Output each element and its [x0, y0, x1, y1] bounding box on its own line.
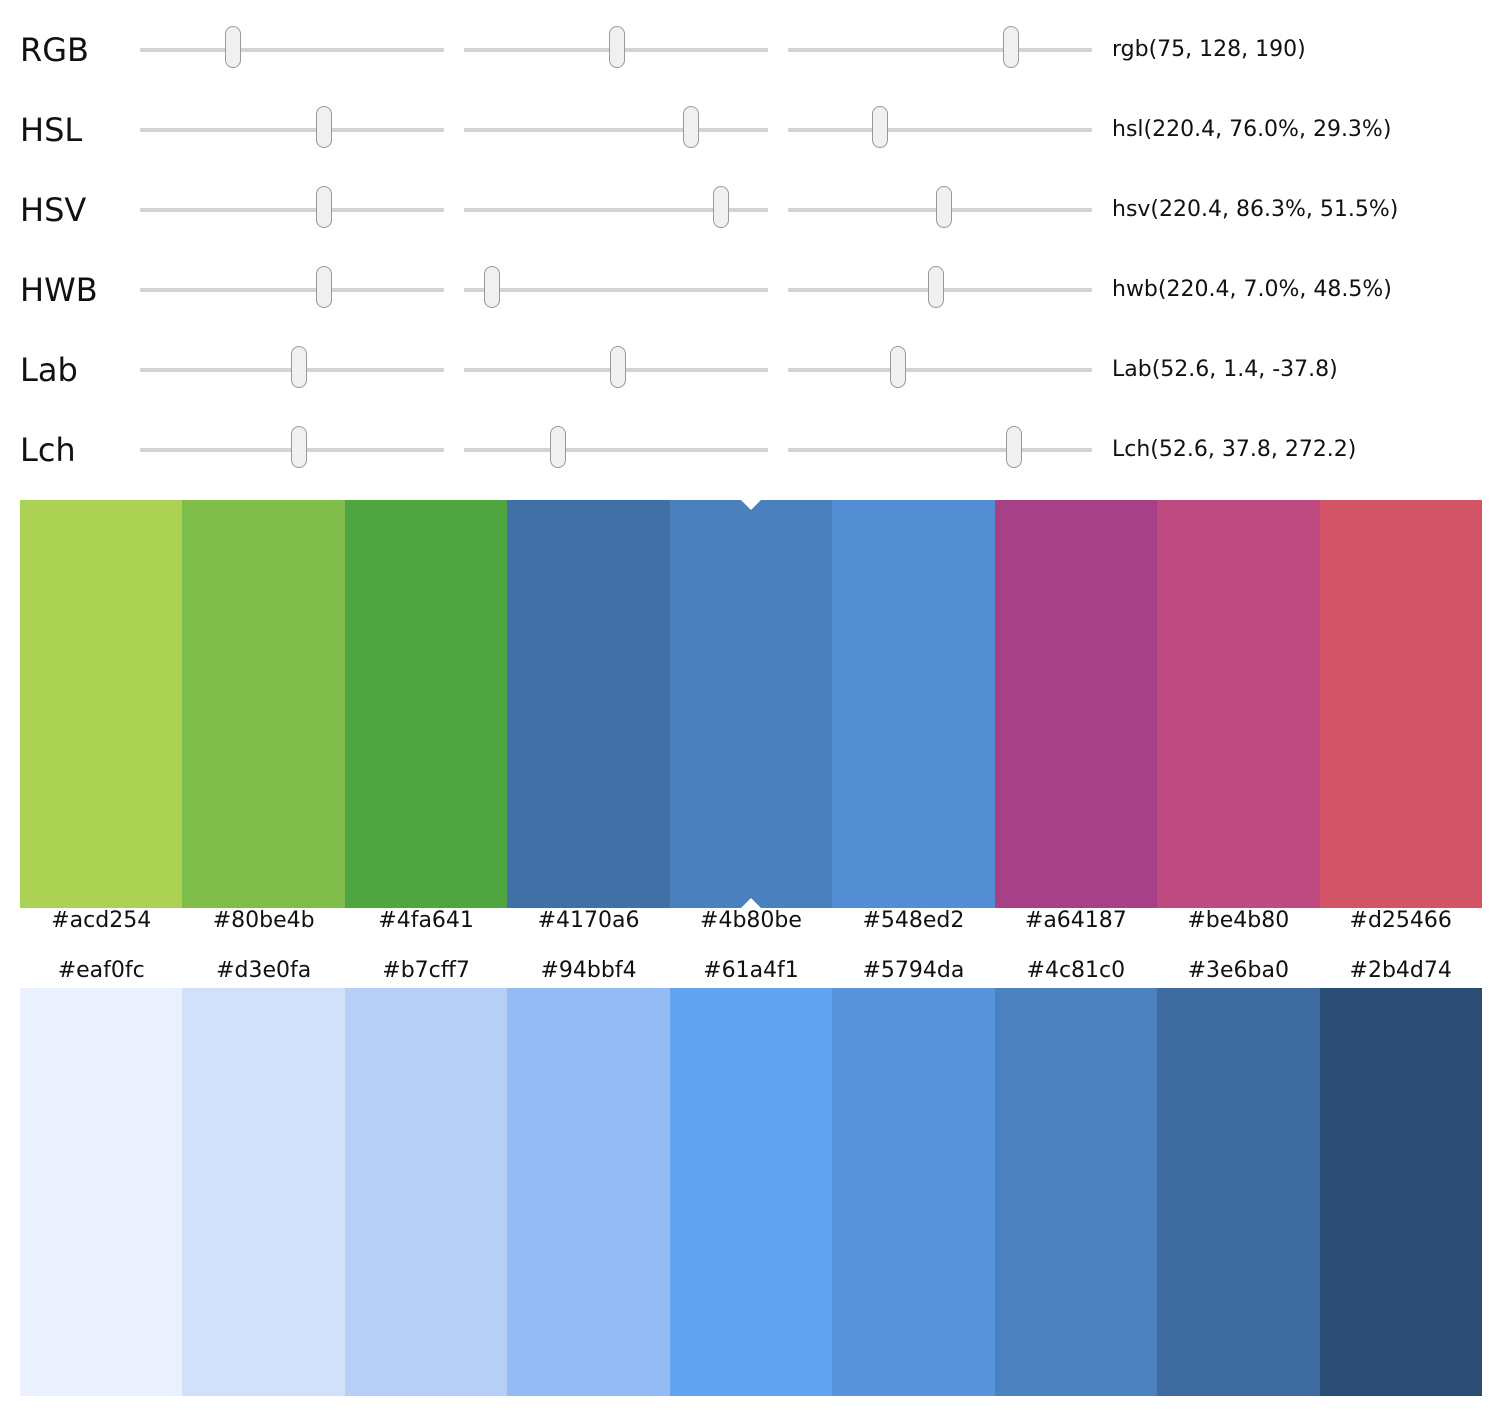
channel-slider[interactable]: [788, 26, 1092, 68]
shade-swatch[interactable]: [507, 988, 670, 1396]
harmony-hex-label: #be4b80: [1187, 908, 1290, 933]
channel-slider[interactable]: [788, 266, 1092, 308]
shade-swatch[interactable]: [994, 988, 1158, 1396]
harmony-hex-label: #4b80be: [700, 908, 802, 933]
channel-slider[interactable]: [140, 346, 444, 388]
channel-slider[interactable]: [788, 426, 1092, 468]
shade-swatch[interactable]: [1319, 988, 1482, 1396]
model-row-hsv: HSV hsv(220.4, 86.3%, 51.5%): [0, 170, 1501, 250]
slider-thumb[interactable]: [550, 426, 567, 468]
slider-thumb[interactable]: [291, 426, 308, 468]
channel-slider[interactable]: [464, 426, 768, 468]
model-value-text: Lab(52.6, 1.4, -37.8): [1112, 357, 1338, 382]
shade-swatch[interactable]: [669, 988, 833, 1396]
shade-hex-label: #2b4d74: [1349, 958, 1452, 983]
harmony-hex-label: #d25466: [1349, 908, 1452, 933]
model-label: HSV: [20, 191, 87, 229]
slider-thumb[interactable]: [889, 346, 906, 388]
harmony-swatch[interactable]: [669, 500, 833, 908]
harmony-swatch[interactable]: [182, 500, 345, 908]
shade-swatches: [20, 988, 1482, 1396]
model-label: HWB: [20, 271, 98, 309]
harmony-hex-label: #548ed2: [862, 908, 965, 933]
harmony-swatch[interactable]: [1319, 500, 1482, 908]
slider-thumb[interactable]: [316, 186, 333, 228]
model-row-rgb: RGB rgb(75, 128, 190): [0, 10, 1501, 90]
slider-thumb[interactable]: [1005, 426, 1022, 468]
harmony-hex-label: #4170a6: [537, 908, 640, 933]
selected-marker-top: [741, 500, 761, 510]
channel-slider[interactable]: [140, 266, 444, 308]
harmony-swatch[interactable]: [344, 500, 508, 908]
harmony-hex-label: #acd254: [51, 908, 152, 933]
slider-thumb[interactable]: [484, 266, 501, 308]
channel-slider[interactable]: [464, 26, 768, 68]
model-value-text: hsl(220.4, 76.0%, 29.3%): [1112, 117, 1392, 142]
model-label: HSL: [20, 111, 83, 149]
model-value-text: hwb(220.4, 7.0%, 48.5%): [1112, 277, 1392, 302]
shade-hex-label: #4c81c0: [1026, 958, 1126, 983]
model-row-hwb: HWB hwb(220.4, 7.0%, 48.5%): [0, 250, 1501, 330]
channel-slider[interactable]: [140, 106, 444, 148]
channel-slider[interactable]: [464, 186, 768, 228]
shade-swatch[interactable]: [20, 988, 183, 1396]
slider-thumb[interactable]: [872, 106, 889, 148]
slider-thumb[interactable]: [936, 186, 953, 228]
channel-slider[interactable]: [464, 106, 768, 148]
shade-hex-label: #d3e0fa: [216, 958, 312, 983]
harmony-hex-labels: #acd254 #80be4b #4fa641 #4170a6 #4b80be #548e…: [20, 908, 1482, 933]
slider-thumb[interactable]: [608, 26, 625, 68]
shade-hex-label: #b7cff7: [382, 958, 470, 983]
harmony-hex-label: #80be4b: [212, 908, 315, 933]
slider-thumb[interactable]: [316, 106, 333, 148]
shade-swatch[interactable]: [832, 988, 995, 1396]
shade-swatch[interactable]: [182, 988, 345, 1396]
slider-thumb[interactable]: [682, 106, 699, 148]
model-row-lab: Lab Lab(52.6, 1.4, -37.8): [0, 330, 1501, 410]
shade-hex-label: #5794da: [862, 958, 965, 983]
channel-slider[interactable]: [464, 346, 768, 388]
slider-thumb[interactable]: [927, 266, 944, 308]
harmony-swatch[interactable]: [20, 500, 183, 908]
shade-swatch[interactable]: [344, 988, 508, 1396]
model-value-text: rgb(75, 128, 190): [1112, 37, 1306, 62]
slider-thumb[interactable]: [712, 186, 729, 228]
slider-thumb[interactable]: [316, 266, 333, 308]
harmony-swatch[interactable]: [507, 500, 670, 908]
harmony-swatch[interactable]: [994, 500, 1158, 908]
harmony-hex-label: #a64187: [1024, 908, 1127, 933]
selected-marker-bottom: [741, 898, 761, 908]
slider-thumb[interactable]: [291, 346, 308, 388]
channel-slider[interactable]: [140, 186, 444, 228]
slider-thumb[interactable]: [1002, 26, 1019, 68]
model-value-text: hsv(220.4, 86.3%, 51.5%): [1112, 197, 1399, 222]
harmony-swatches: [20, 500, 1482, 908]
shade-swatch[interactable]: [1157, 988, 1320, 1396]
shade-hex-labels: #eaf0fc #d3e0fa #b7cff7 #94bbf4 #61a4f1 #5794…: [20, 958, 1482, 983]
harmony-swatch[interactable]: [832, 500, 995, 908]
shade-hex-label: #61a4f1: [703, 958, 799, 983]
shade-hex-label: #eaf0fc: [57, 958, 145, 983]
slider-thumb[interactable]: [224, 26, 241, 68]
shade-hex-label: #3e6ba0: [1187, 958, 1289, 983]
channel-slider[interactable]: [788, 346, 1092, 388]
channel-slider[interactable]: [140, 426, 444, 468]
model-label: RGB: [20, 31, 89, 69]
model-value-text: Lch(52.6, 37.8, 272.2): [1112, 437, 1357, 462]
model-label: Lab: [20, 351, 78, 389]
harmony-swatch[interactable]: [1157, 500, 1320, 908]
model-row-hsl: HSL hsl(220.4, 76.0%, 29.3%): [0, 90, 1501, 170]
channel-slider[interactable]: [464, 266, 768, 308]
channel-slider[interactable]: [788, 186, 1092, 228]
channel-slider[interactable]: [788, 106, 1092, 148]
shade-hex-label: #94bbf4: [540, 958, 637, 983]
channel-slider[interactable]: [140, 26, 444, 68]
harmony-hex-label: #4fa641: [378, 908, 474, 933]
model-label: Lch: [20, 431, 76, 469]
model-row-lch: Lch Lch(52.6, 37.8, 272.2): [0, 410, 1501, 490]
slider-thumb[interactable]: [610, 346, 627, 388]
